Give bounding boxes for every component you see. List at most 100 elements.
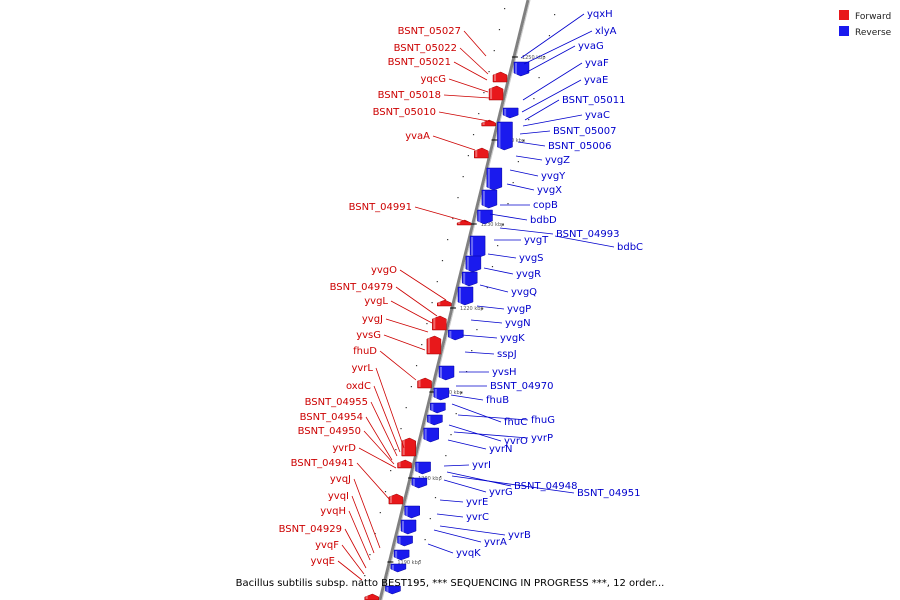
reverse-gene-block: [438, 365, 455, 381]
forward-gene-label[interactable]: BSNT_05027: [398, 26, 461, 37]
reverse-gene-label[interactable]: fhuC: [504, 417, 527, 428]
reverse-gene-label[interactable]: yvrB: [508, 530, 531, 541]
reverse-gene-label[interactable]: BSNT_04951: [577, 488, 640, 499]
label-leader-line: [522, 62, 583, 101]
reverse-gene-label[interactable]: yvaC: [585, 110, 610, 121]
reverse-gene-label[interactable]: yvaF: [585, 58, 609, 69]
reverse-gene-label[interactable]: yvrE: [466, 497, 488, 508]
reverse-gene-block: [497, 121, 513, 151]
reverse-gene-label[interactable]: BSNT_05006: [548, 141, 611, 152]
label-leader-line: [385, 318, 429, 333]
reverse-gene-label[interactable]: BSNT_04970: [490, 381, 553, 392]
forward-gene-label[interactable]: BSNT_04991: [349, 202, 412, 213]
grid-dot: [488, 71, 490, 73]
scale-tick-label: 1240 kbp: [501, 138, 525, 144]
forward-gene-label[interactable]: yvgL: [364, 296, 388, 307]
reverse-gene-label[interactable]: yvrO: [504, 436, 528, 447]
forward-gene-label[interactable]: BSNT_04929: [279, 524, 342, 535]
reverse-gene-label[interactable]: yvgS: [519, 253, 544, 264]
reverse-gene-label[interactable]: bdbC: [617, 242, 643, 253]
reverse-gene-label[interactable]: yvgR: [516, 269, 541, 280]
reverse-gene-label[interactable]: yvgT: [524, 235, 549, 246]
reverse-gene-label[interactable]: yqxH: [587, 9, 613, 20]
reverse-gene-label[interactable]: yvaE: [584, 75, 608, 86]
reverse-gene-label[interactable]: yvrG: [489, 487, 513, 498]
forward-gene-label[interactable]: BSNT_04941: [291, 458, 354, 469]
forward-gene-label[interactable]: yvqI: [328, 491, 349, 502]
label-leader-line: [395, 286, 438, 317]
forward-gene-label[interactable]: oxdC: [346, 381, 371, 392]
reverse-gene-label[interactable]: BSNT_04948: [514, 481, 577, 492]
reverse-gene-label[interactable]: yvgQ: [511, 287, 537, 298]
forward-gene-label[interactable]: yvgJ: [362, 314, 383, 325]
label-leader-line: [554, 235, 615, 248]
forward-gene-label[interactable]: yvqF: [315, 540, 339, 551]
forward-gene-label[interactable]: yvqH: [320, 506, 346, 517]
reverse-gene-block: [400, 519, 417, 535]
forward-gene-label[interactable]: yvqJ: [330, 474, 351, 485]
reverse-gene-label[interactable]: sspJ: [497, 349, 517, 360]
forward-gene-label[interactable]: BSNT_04979: [330, 282, 393, 293]
grid-dot: [478, 113, 480, 115]
reverse-gene-label[interactable]: yvrA: [484, 537, 507, 548]
forward-gene-label[interactable]: yvrD: [332, 443, 356, 454]
reverse-gene-label[interactable]: bdbD: [530, 215, 557, 226]
reverse-gene-label[interactable]: BSNT_04993: [556, 229, 619, 240]
label-leader-line: [453, 61, 488, 81]
forward-gene-label[interactable]: BSNT_04950: [298, 426, 361, 437]
reverse-gene-block: [513, 61, 530, 77]
label-leader-line: [344, 528, 367, 569]
grid-dot: [405, 407, 407, 409]
chromosome-axis: [378, 0, 530, 600]
grid-dot: [384, 491, 387, 493]
label-leader-line: [499, 227, 554, 235]
label-leader-line: [509, 169, 539, 177]
grid-dot: [421, 344, 423, 346]
reverse-gene-label[interactable]: yvrN: [489, 444, 512, 455]
reverse-gene-label[interactable]: yvgY: [541, 171, 566, 182]
reverse-gene-label[interactable]: BSNT_05007: [553, 126, 616, 137]
reverse-gene-label[interactable]: fhuG: [531, 415, 555, 426]
label-leader-line: [489, 213, 528, 221]
forward-gene-label[interactable]: yvgO: [371, 265, 397, 276]
label-leader-line: [517, 141, 546, 147]
reverse-gene-label[interactable]: fhuB: [486, 395, 509, 406]
forward-gene-label[interactable]: BSNT_04954: [300, 412, 363, 423]
reverse-gene-block: [427, 414, 443, 426]
reverse-gene-label[interactable]: yvgP: [507, 304, 531, 315]
grid-dot: [504, 8, 506, 10]
legend: Forward Reverse: [839, 10, 892, 38]
reverse-gene-label[interactable]: yvrC: [466, 512, 489, 523]
forward-gene-label[interactable]: yvsG: [356, 330, 381, 341]
grid-dot: [462, 176, 464, 178]
reverse-gene-label[interactable]: yvgK: [500, 333, 525, 344]
forward-gene-label[interactable]: yvrL: [351, 363, 373, 374]
reverse-gene-label[interactable]: yvaG: [578, 41, 604, 52]
forward-gene-label[interactable]: yvaA: [405, 131, 430, 142]
reverse-gene-label[interactable]: yvsH: [492, 367, 517, 378]
forward-gene-label[interactable]: fhuD: [353, 346, 377, 357]
reverse-gene-label[interactable]: xlyA: [595, 26, 617, 37]
reverse-gene-label[interactable]: yvgX: [537, 185, 562, 196]
reverse-gene-label[interactable]: yvrP: [531, 433, 553, 444]
forward-gene-label[interactable]: yqcG: [420, 74, 446, 85]
reverse-gene-label[interactable]: yvgZ: [545, 155, 570, 166]
label-leader-line: [519, 130, 551, 135]
reverse-gene-label[interactable]: BSNT_05011: [562, 95, 625, 106]
label-leader-line: [443, 464, 470, 467]
label-leader-line: [438, 111, 495, 123]
grid-dot: [414, 581, 416, 583]
forward-gene-label[interactable]: BSNT_05021: [388, 57, 451, 68]
forward-gene-label[interactable]: BSNT_05022: [394, 43, 457, 54]
forward-gene-label[interactable]: BSNT_05010: [373, 107, 436, 118]
forward-gene-label[interactable]: BSNT_04955: [305, 397, 368, 408]
reverse-gene-label[interactable]: yvqK: [456, 548, 481, 559]
label-leader-line: [522, 114, 583, 127]
reverse-gene-label[interactable]: copB: [533, 200, 558, 211]
scale-tick-label: 1230 kbp: [481, 222, 505, 228]
grid-dot: [424, 539, 426, 541]
forward-gene-label[interactable]: BSNT_05018: [378, 90, 441, 101]
reverse-gene-label[interactable]: yvrI: [472, 460, 491, 471]
reverse-gene-label[interactable]: yvgN: [505, 318, 531, 329]
forward-gene-label[interactable]: yvqE: [310, 556, 335, 567]
